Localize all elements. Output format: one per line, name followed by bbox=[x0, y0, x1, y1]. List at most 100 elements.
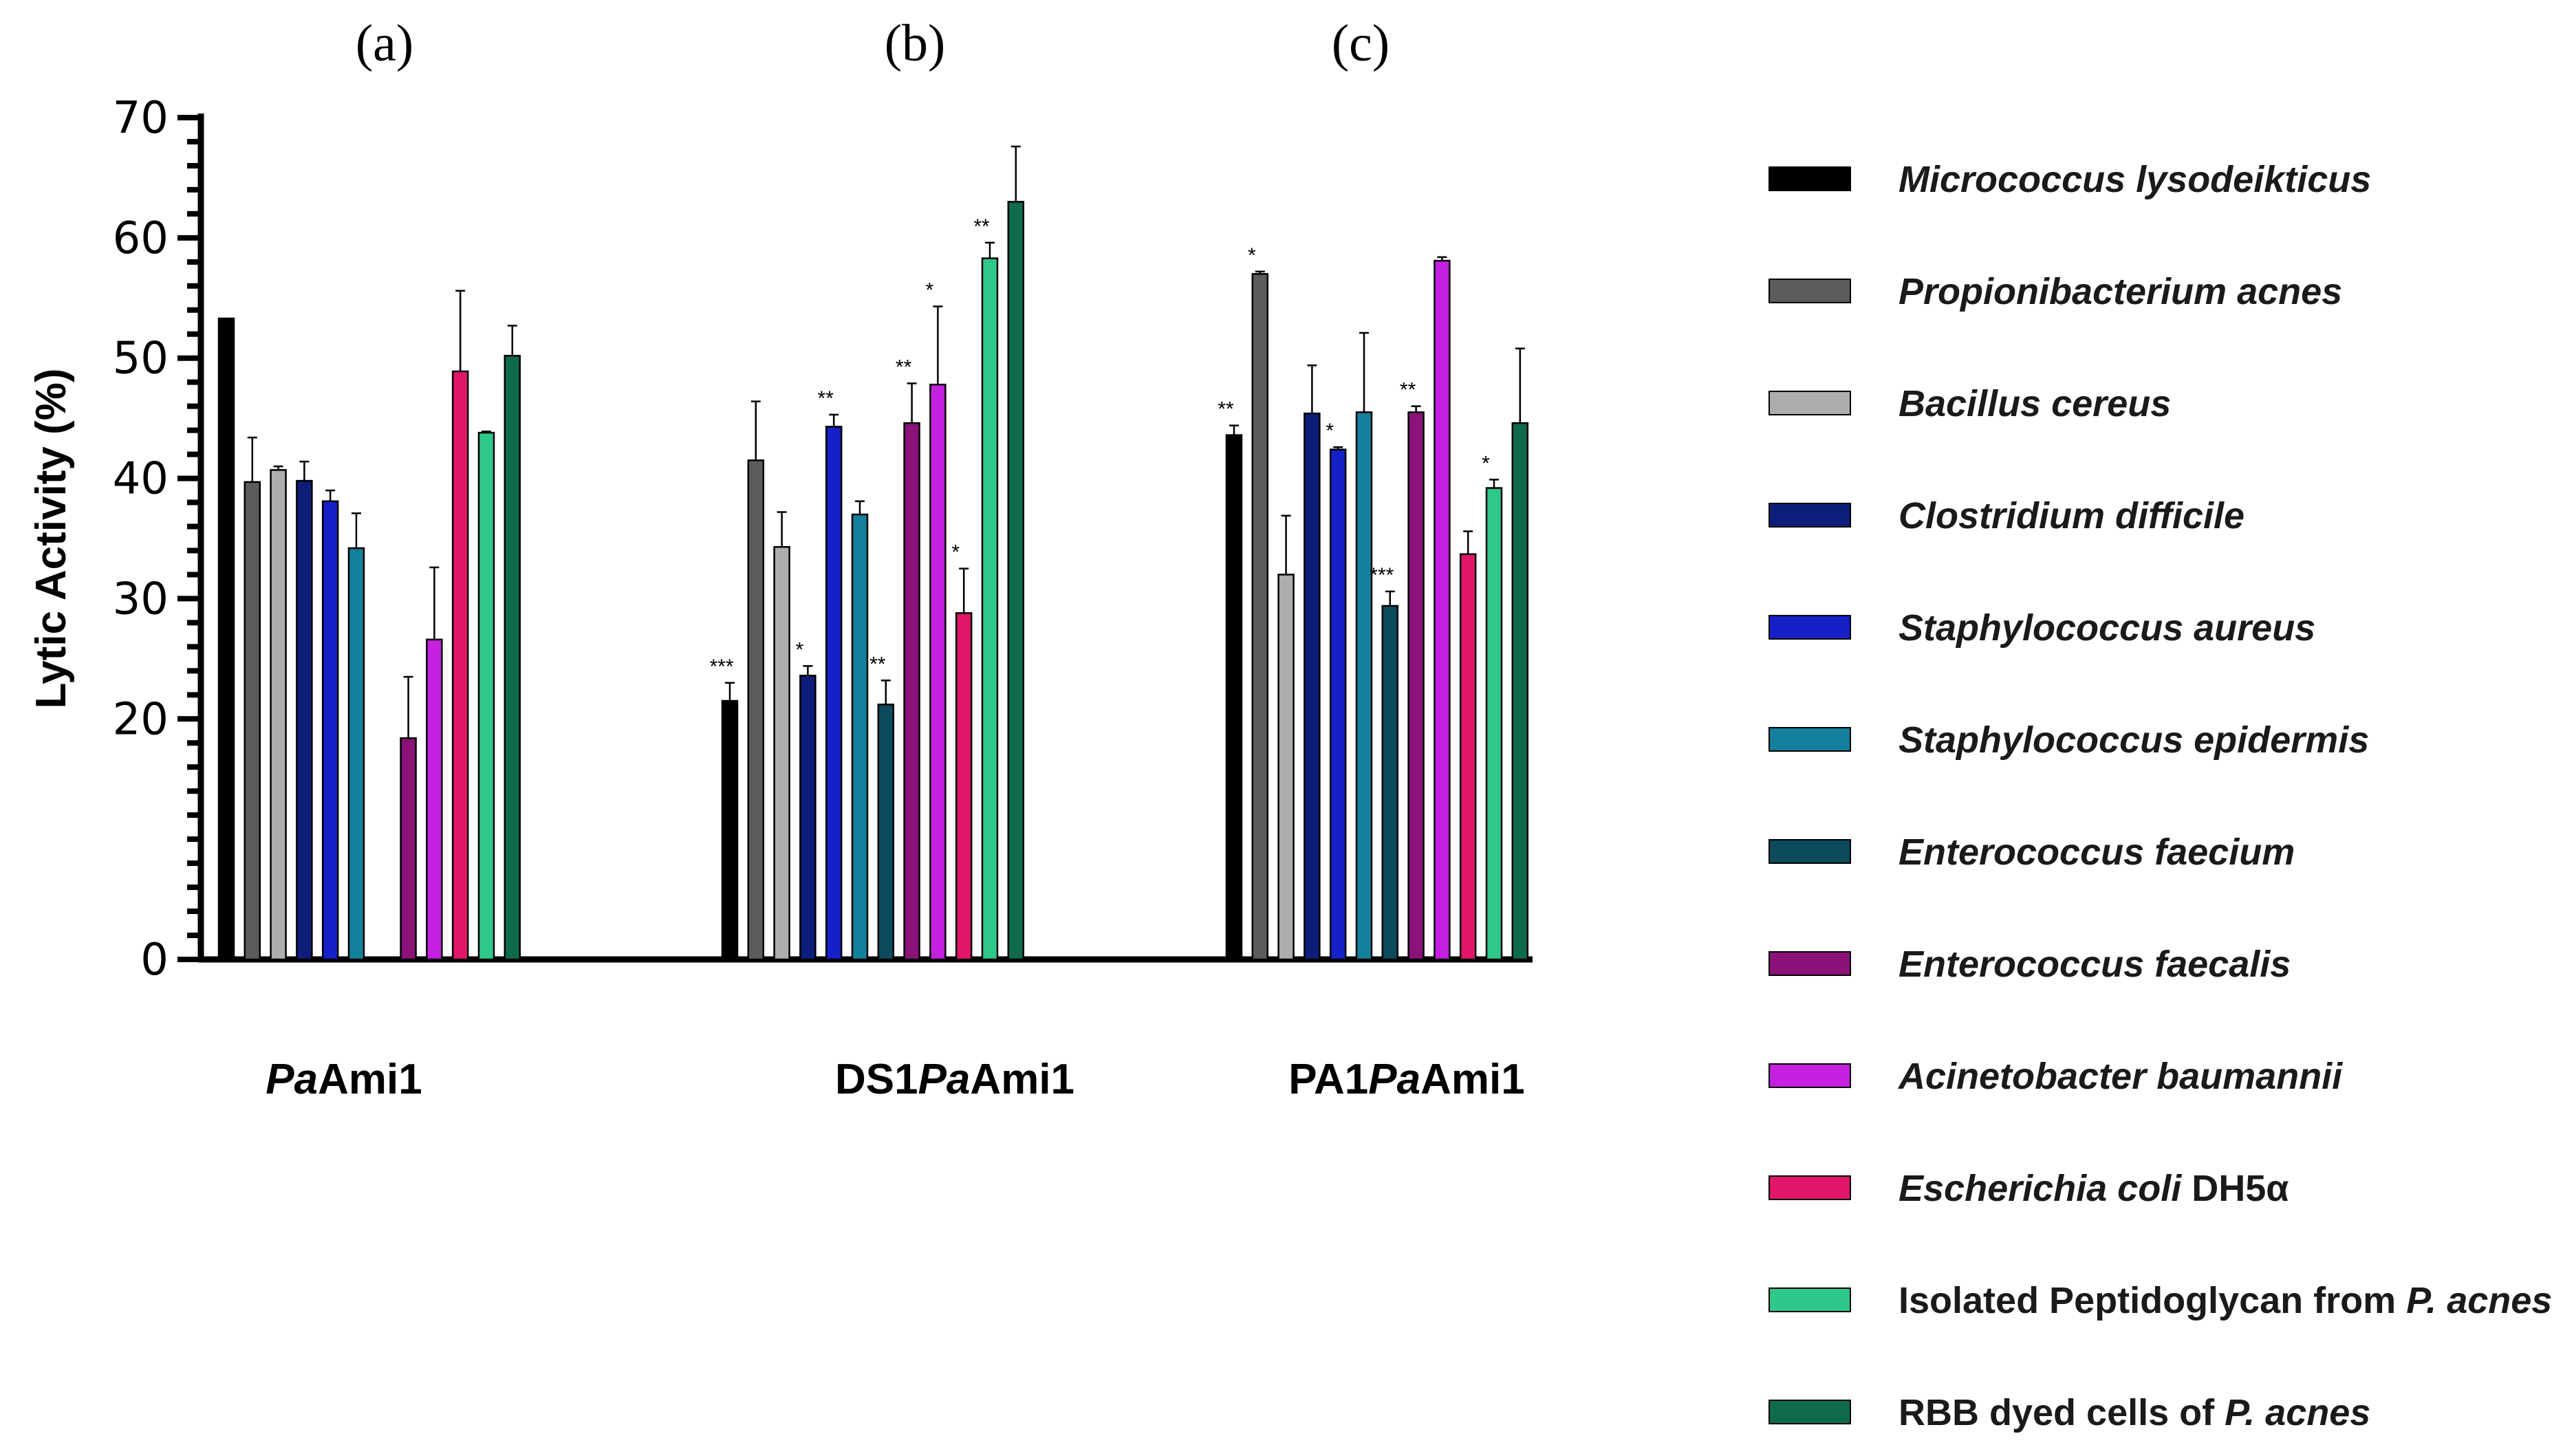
group-label-rest: Ami1 bbox=[318, 1056, 422, 1103]
group-label: PaAmi1 bbox=[266, 1056, 422, 1103]
legend-label: Clostridium difficile bbox=[1899, 495, 2245, 536]
significance-marker: * bbox=[1248, 244, 1256, 267]
bar bbox=[747, 459, 765, 961]
bar bbox=[1407, 411, 1425, 961]
bar bbox=[1434, 259, 1451, 961]
labels: Lytic Activity (%) **********************… bbox=[28, 14, 1525, 1103]
legend: Micrococcus lysodeikticus Propionibacteri… bbox=[1769, 159, 2552, 1433]
bar bbox=[799, 675, 816, 961]
legend-label-italic: Enterococcus faecalis bbox=[1899, 944, 2291, 985]
legend-swatch bbox=[1769, 1287, 1851, 1312]
legend-swatch bbox=[1769, 1175, 1851, 1200]
bar bbox=[1251, 273, 1269, 961]
legend-label-italic: Clostridium difficile bbox=[1899, 495, 2245, 536]
bar bbox=[477, 431, 495, 961]
bar bbox=[1459, 553, 1477, 961]
bar bbox=[1277, 574, 1295, 961]
legend-label-italic: Propionibacterium acnes bbox=[1899, 271, 2342, 312]
bar bbox=[955, 612, 973, 961]
group-label: DS1PaAmi1 bbox=[835, 1056, 1074, 1103]
legend-label-italic: Staphylococcus aureus bbox=[1899, 607, 2315, 649]
bar bbox=[321, 500, 339, 961]
group-label-italic: Pa bbox=[266, 1056, 318, 1103]
bar bbox=[903, 422, 920, 961]
significance-marker: ** bbox=[973, 215, 990, 238]
legend-swatch bbox=[1769, 503, 1851, 528]
legend-label: Enterococcus faecium bbox=[1899, 832, 2295, 873]
bar bbox=[981, 257, 999, 961]
bar bbox=[347, 547, 365, 961]
legend-label: Acinetobacter baumannii bbox=[1897, 1056, 2343, 1097]
bar bbox=[721, 699, 739, 961]
bar bbox=[270, 469, 287, 961]
bar bbox=[217, 317, 235, 961]
significance-marker: *** bbox=[709, 655, 733, 678]
y-tick-label: 40 bbox=[113, 454, 169, 505]
y-tick-label: 30 bbox=[113, 574, 169, 624]
legend-label: Bacillus cereus bbox=[1899, 383, 2171, 424]
y-tick-label: 60 bbox=[113, 213, 169, 264]
significance-marker: ** bbox=[869, 653, 886, 675]
legend-swatch bbox=[1769, 727, 1851, 752]
legend-swatch bbox=[1769, 839, 1851, 864]
legend-label-italic: P. acnes bbox=[2406, 1280, 2552, 1321]
significance-marker: *** bbox=[1370, 564, 1394, 587]
legend-swatch bbox=[1769, 615, 1851, 640]
bar bbox=[1381, 605, 1399, 961]
legend-swatch bbox=[1769, 951, 1851, 976]
legend-label-italic: Escherichia coli bbox=[1899, 1168, 2182, 1209]
legend-label: Escherichia coli DH5α bbox=[1899, 1168, 2289, 1209]
y-tick-label: 70 bbox=[113, 93, 169, 144]
bar bbox=[1225, 434, 1243, 961]
bar bbox=[426, 638, 443, 961]
bar bbox=[244, 481, 261, 961]
significance-marker: ** bbox=[1218, 398, 1234, 421]
bars bbox=[217, 145, 1529, 961]
y-tick-label: 0 bbox=[140, 935, 169, 986]
bar bbox=[1511, 422, 1529, 961]
legend-label: Staphylococcus aureus bbox=[1899, 607, 2315, 649]
legend-swatch bbox=[1769, 166, 1851, 191]
group-label: PA1PaAmi1 bbox=[1288, 1056, 1524, 1103]
legend-label: Propionibacterium acnes bbox=[1899, 271, 2342, 312]
legend-swatch bbox=[1769, 391, 1851, 415]
legend-label-italic: Micrococcus lysodeikticus bbox=[1899, 159, 2371, 200]
y-tick-label: 20 bbox=[113, 694, 169, 745]
panel-label: (a) bbox=[356, 14, 413, 72]
legend-label: Isolated Peptidoglycan from P. acnes bbox=[1899, 1280, 2552, 1321]
group-label-italic: Pa bbox=[918, 1056, 971, 1103]
legend-swatch bbox=[1769, 279, 1851, 303]
bar bbox=[1355, 411, 1373, 961]
legend-label-italic: Staphylococcus epidermis bbox=[1899, 719, 2369, 761]
y-axis-label: Lytic Activity (%) bbox=[28, 369, 75, 709]
legend-swatch bbox=[1769, 1400, 1851, 1424]
group-label-italic: Pa bbox=[1368, 1056, 1420, 1103]
bar bbox=[1485, 487, 1503, 961]
bar bbox=[929, 383, 947, 961]
significance-marker: ** bbox=[896, 356, 912, 378]
panel-label: (b) bbox=[885, 14, 946, 72]
significance-marker: * bbox=[1482, 452, 1490, 475]
bar bbox=[400, 737, 417, 961]
group-label-rest: Ami1 bbox=[1420, 1056, 1525, 1103]
bar bbox=[1007, 201, 1025, 961]
legend-label-italic: Enterococcus faecium bbox=[1899, 832, 2295, 873]
bar bbox=[1329, 448, 1347, 961]
group-label-prefix: PA1 bbox=[1288, 1056, 1368, 1103]
significance-marker: * bbox=[1326, 420, 1334, 442]
y-tick-label: 50 bbox=[113, 334, 169, 384]
legend-label-plain: DH5α bbox=[2181, 1168, 2289, 1209]
bar bbox=[877, 704, 895, 961]
bar bbox=[296, 479, 313, 961]
legend-label: Micrococcus lysodeikticus bbox=[1899, 159, 2371, 200]
legend-swatch bbox=[1769, 1063, 1851, 1088]
bar bbox=[773, 545, 790, 961]
significance-marker: * bbox=[796, 638, 804, 661]
group-label-rest: Ami1 bbox=[970, 1056, 1074, 1103]
significance-marker: * bbox=[926, 279, 934, 302]
legend-label-italic: Bacillus cereus bbox=[1899, 383, 2171, 424]
bar bbox=[451, 370, 469, 961]
legend-label: Staphylococcus epidermis bbox=[1899, 719, 2369, 761]
bar bbox=[825, 426, 843, 961]
